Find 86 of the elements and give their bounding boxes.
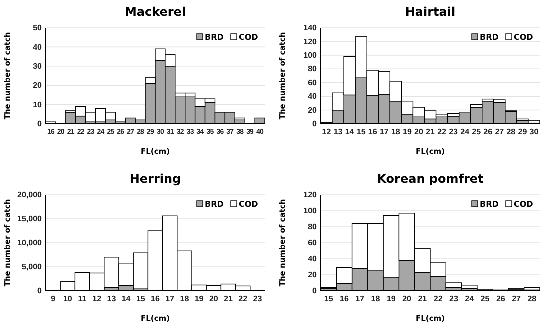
x-tick-label: 20 [402, 294, 412, 304]
chart-title: Herring [130, 172, 182, 186]
y-tick-label: 0 [312, 286, 318, 296]
y-tick-label: 120 [304, 190, 318, 200]
x-tick-label: 18 [180, 294, 190, 304]
x-tick-label: 21 [426, 128, 436, 137]
x-tick-label: 29 [518, 128, 528, 137]
y-tick-label: 40 [308, 92, 318, 102]
y-tick-label: 140 [304, 24, 318, 33]
chart-title: Mackerel [124, 5, 186, 19]
x-tick-label: 22 [438, 128, 448, 137]
x-tick-label: 18 [371, 294, 381, 304]
y-tick-label: 20 [308, 106, 318, 115]
y-tick-label: 100 [304, 206, 318, 216]
x-tick-label: 18 [391, 128, 401, 137]
y-tick-label: 40 [308, 254, 318, 264]
x-tick-label: 21 [224, 294, 234, 304]
x-tick-label: 27 [512, 294, 522, 304]
y-tick-label: 20 [33, 81, 43, 90]
x-tick-label: 16 [151, 294, 160, 304]
x-tick-label: 17 [380, 128, 390, 137]
y-tick-label: 60 [308, 238, 318, 248]
x-tick-label: 13 [107, 294, 117, 304]
x-tick-label: 22 [434, 294, 444, 304]
x-tick-label: 27 [495, 128, 505, 137]
legend-label: COD [239, 33, 259, 42]
x-tick-label: 26 [496, 294, 506, 304]
y-tick-label: 100 [304, 50, 318, 60]
legend-label: COD [239, 200, 259, 209]
y-tick-label: 120 [304, 37, 318, 46]
x-tick-label: 26 [484, 128, 494, 137]
legend-label: BRD [205, 200, 224, 209]
y-tick-label: 0 [312, 120, 318, 129]
y-tick-label: 10 [33, 100, 43, 110]
x-tick-label: 22 [238, 294, 248, 304]
y-tick-label: 40 [33, 42, 43, 52]
legend-label: COD [514, 33, 534, 42]
x-tick-label: 21 [418, 294, 428, 304]
x-tick-label: 28 [506, 128, 516, 137]
x-tick-label: 15 [136, 294, 146, 304]
x-tick-label: 24 [460, 128, 470, 137]
x-tick-label: 23 [450, 294, 459, 304]
x-tick-label: 19 [194, 294, 204, 304]
x-tick-label: 24 [465, 294, 475, 304]
chart-title: Korean pomfret [377, 172, 484, 186]
y-tick-label: 80 [308, 222, 318, 232]
y-tick-label: 20 [308, 270, 318, 280]
x-tick-label: 25 [480, 294, 490, 304]
x-tick-label: 20 [414, 128, 424, 137]
x-tick-label: 9 [51, 294, 56, 304]
x-tick-label: 14 [122, 294, 132, 304]
y-tick-label: 80 [308, 64, 318, 74]
y-tick-label: 10,000 [18, 238, 43, 248]
legend-label: BRD [480, 200, 500, 209]
legend-label: BRD [480, 33, 500, 42]
y-tick-label: 20,000 [18, 190, 43, 200]
x-tick-label: 12 [92, 294, 102, 304]
x-tick-label: 12 [322, 128, 332, 137]
chart-title: Hairtail [405, 5, 456, 19]
y-tick-label: 5,000 [22, 262, 43, 272]
x-tick-label: 10 [63, 294, 73, 304]
x-tick-label: 15 [356, 128, 366, 137]
x-tick-label: 11 [78, 294, 88, 304]
x-tick-label: 19 [402, 128, 412, 137]
x-tick-label: 16 [368, 128, 378, 137]
x-tick-label: 30 [530, 128, 540, 137]
legend-label: BRD [205, 33, 224, 42]
x-tick-label: 23 [253, 294, 263, 304]
y-tick-label: 30 [33, 62, 43, 71]
legend-label: COD [514, 200, 534, 209]
x-tick-label: 20 [209, 294, 219, 304]
x-tick-label: 17 [166, 294, 176, 304]
x-tick-label: 16 [340, 294, 350, 304]
y-tick-label: 15,000 [18, 214, 43, 224]
x-tick-label: 19 [386, 294, 396, 304]
y-tick-label: 0 [38, 286, 43, 296]
y-tick-label: 0 [38, 120, 43, 129]
x-tick-label: 28 [528, 294, 538, 304]
x-tick-label: 17 [356, 294, 366, 304]
x-tick-label: 13 [334, 128, 344, 137]
y-tick-label: 50 [33, 24, 43, 33]
x-tick-label: 15 [324, 294, 334, 304]
y-tick-label: 60 [308, 78, 318, 88]
x-tick-label: 25 [472, 128, 482, 137]
x-tick-label: 14 [345, 128, 355, 137]
x-tick-label: 23 [449, 128, 459, 137]
